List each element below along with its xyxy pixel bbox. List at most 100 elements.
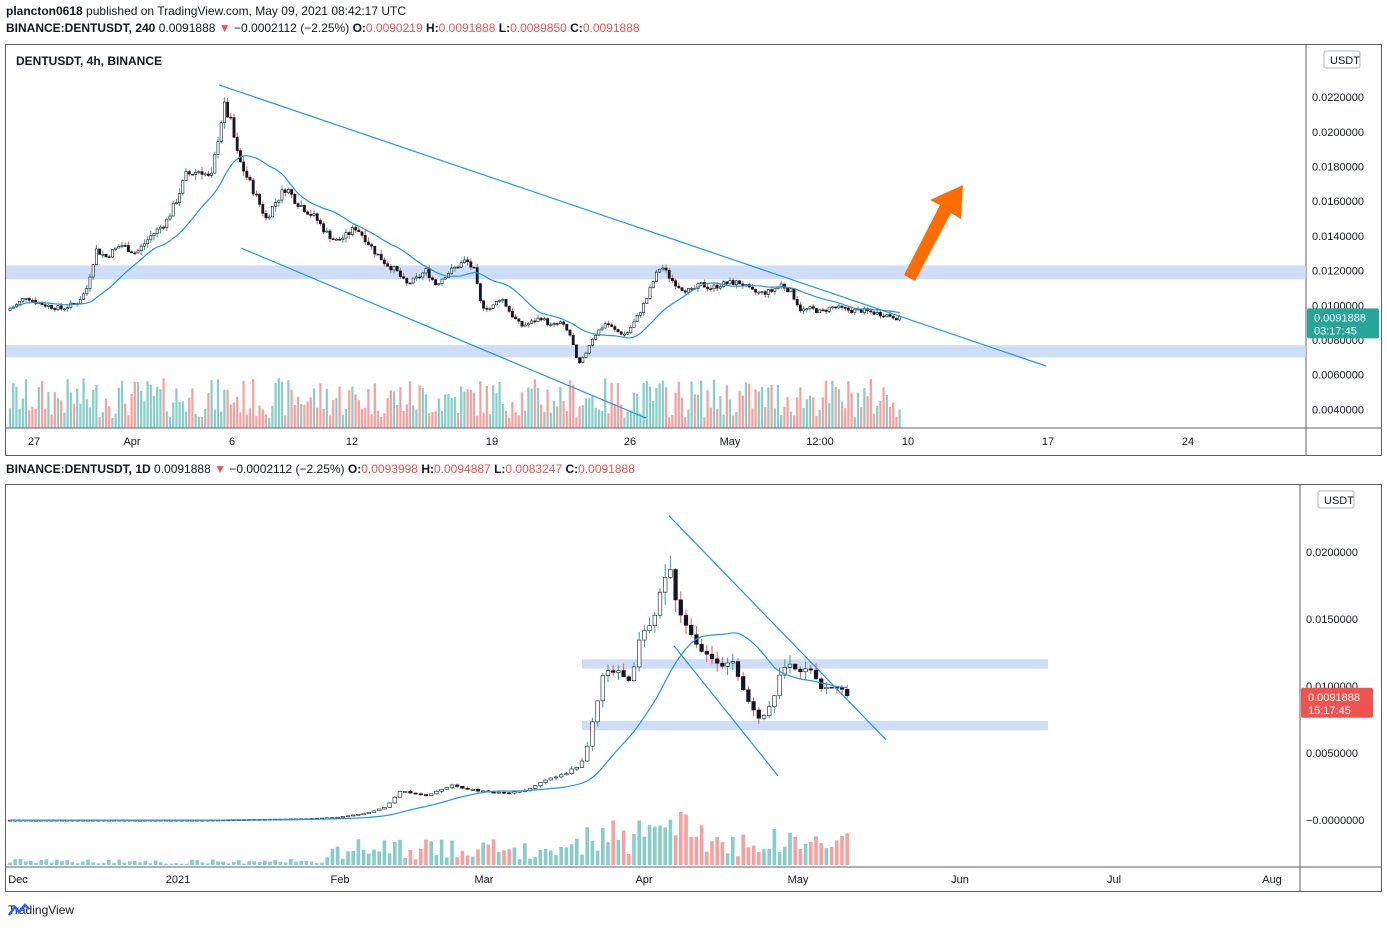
volume-bar (812, 397, 815, 428)
volume-bar (719, 396, 722, 428)
volume-bar (554, 855, 558, 865)
y-tick-label: −0.0000000 (1306, 815, 1364, 827)
volume-bar (258, 405, 261, 428)
candle-body (512, 791, 517, 794)
volume-bar (194, 413, 197, 428)
volume-bar (799, 387, 802, 428)
volume-bar (623, 417, 626, 428)
volume-bar (34, 862, 38, 865)
volume-bar (148, 863, 153, 865)
candle-body (677, 285, 681, 289)
volume-bar (491, 839, 496, 865)
volume-bar (156, 386, 159, 428)
x-tick-label: 26 (624, 436, 636, 448)
volume-bar (95, 384, 98, 428)
volume-bar (283, 862, 288, 865)
volume-bar (360, 408, 364, 428)
volume-bar (856, 392, 860, 428)
candle-body (296, 203, 300, 207)
chart-4h-canvas[interactable]: DENTUSDT, 4h, BINANCE 0.0040000 0.0060000 0… (6, 45, 1381, 455)
candle-body (361, 813, 366, 816)
volume-bar (330, 848, 335, 865)
volume-bar (527, 387, 530, 428)
volume-bar (197, 416, 200, 428)
volume-bar (486, 844, 491, 865)
volume-bar (111, 417, 114, 428)
volume-bar (367, 389, 370, 428)
candle-body (302, 205, 306, 213)
candle-body (761, 715, 767, 719)
volume-bar (770, 384, 773, 428)
candle-body (773, 288, 777, 292)
volume-bar (764, 407, 767, 428)
volume-bar (278, 861, 283, 865)
candle-body (62, 308, 66, 311)
candle-body (504, 299, 508, 307)
volume-bar (380, 417, 383, 428)
candle-body (43, 304, 47, 307)
candle-body (338, 238, 342, 241)
tradingview-footer[interactable]: TradingView (8, 903, 74, 917)
candle-body (683, 290, 687, 293)
volume-bar (335, 398, 338, 428)
candle-body (91, 264, 95, 278)
volume-bar (680, 397, 684, 428)
symbol-bottom[interactable]: BINANCE:DENTUSDT, 1D (6, 462, 151, 476)
candle-body (98, 248, 102, 255)
candle-body (242, 161, 246, 172)
volume-bar (652, 826, 657, 865)
volume-bar (188, 397, 191, 428)
x-tick-label: Jul (1107, 874, 1121, 886)
publisher-name[interactable]: plancton0618 (6, 4, 83, 18)
volume-bar (847, 381, 850, 428)
candle-body (437, 283, 441, 286)
candle-body (501, 299, 505, 301)
volume-bar (80, 861, 85, 865)
x-tick-label: 12:00 (806, 436, 834, 448)
candle-body (222, 101, 226, 124)
candle-body (558, 321, 562, 324)
volume-bar (18, 408, 21, 428)
high-value: 0.0091888 (438, 21, 496, 35)
volume-bar (413, 859, 418, 865)
candle-body (194, 171, 198, 175)
volume-bar (357, 400, 360, 428)
x-tick-label: Feb (331, 874, 350, 886)
chart-panel-1d[interactable]: −0.0000000 0.0050000 0.0100000 0.0150000 0.0… (5, 484, 1382, 892)
volume-bar (616, 383, 620, 428)
y-tick-label: 0.0140000 (1312, 231, 1364, 243)
close-label: C: (565, 462, 579, 476)
candle-body (328, 230, 332, 240)
chart-1d-canvas[interactable]: −0.00000000.00500000.01000000.01500000.0… (6, 485, 1381, 891)
volume-bar (277, 378, 280, 428)
volume-bar (616, 839, 621, 865)
volume-bar (328, 415, 332, 428)
candle-body (808, 668, 813, 671)
candle-body (440, 278, 444, 284)
candle-body (793, 663, 798, 670)
volume-bar (75, 863, 80, 865)
volume-bar (205, 863, 210, 865)
volume-bar (12, 382, 15, 428)
volume-bar (831, 380, 834, 428)
candle-body (216, 141, 220, 155)
volume-bar (556, 406, 559, 428)
candle-body (546, 318, 550, 326)
price-bottom: 0.0091888 (154, 462, 211, 476)
volume-bar (892, 402, 895, 428)
volume-bar (149, 384, 152, 428)
candle-body (377, 808, 382, 812)
volume-bar (580, 854, 584, 865)
candle-body (520, 320, 524, 327)
symbol-top[interactable]: BINANCE:DENTUSDT, 240 (6, 21, 156, 35)
volume-bar (773, 408, 776, 428)
volume-bar (341, 414, 344, 428)
volume-bar (869, 378, 872, 428)
volume-bar (690, 381, 693, 428)
candle-body (453, 266, 457, 269)
candle-body (152, 233, 156, 237)
volume-bar (56, 398, 60, 428)
volume-bar (320, 862, 324, 865)
chart-panel-4h[interactable]: DENTUSDT, 4h, BINANCE 0.0040000 0.0060000 0… (5, 44, 1382, 456)
candle-body (888, 314, 892, 317)
